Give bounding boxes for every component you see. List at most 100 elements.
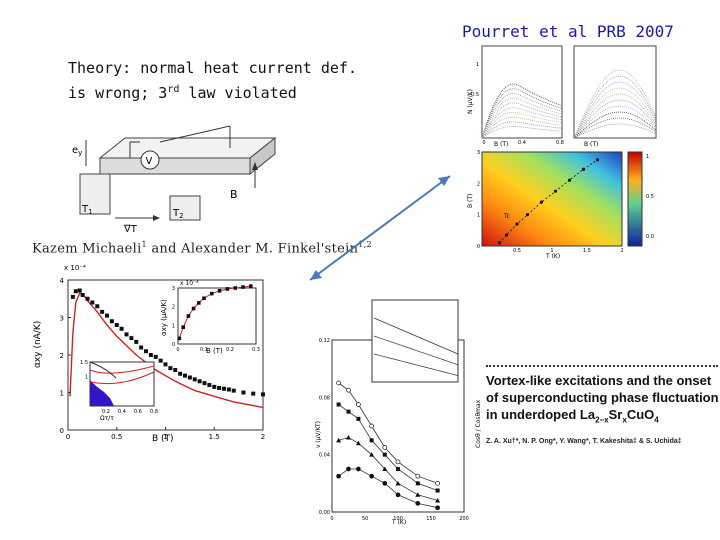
x-tick-label: 0 (66, 433, 70, 441)
nernst-right-curve (573, 87, 657, 139)
nernst-left-curve (481, 97, 563, 139)
data-point (192, 377, 197, 382)
xu-point (336, 402, 341, 407)
inset-x-tick: 0.3 (252, 347, 260, 353)
inset-point (233, 286, 237, 290)
xu-curve (338, 382, 438, 484)
xu-point (395, 459, 401, 465)
data-point (148, 353, 153, 357)
phase-marks: 0.5 1 1.5 2 0 1 2 3 1 0.5 0.0 (477, 150, 654, 254)
phase-y-tick: 0 (477, 244, 480, 250)
y-tick-label: 4 (60, 277, 65, 285)
small-inset-x-tick: 0.6 (134, 409, 142, 415)
data-point (241, 390, 246, 395)
xu-point (369, 473, 374, 479)
x-tick-label: 1 (163, 433, 167, 441)
inset-point (210, 291, 214, 296)
xu-point (415, 492, 421, 497)
xu-y-tick: 0.08 (319, 395, 330, 401)
data-point (73, 289, 78, 294)
data-point (124, 332, 129, 337)
inset-frame (177, 287, 257, 345)
small-inset-x-tick: 0.2 (102, 409, 110, 415)
xu-point (346, 434, 351, 440)
small-inset-y-tick: 1.5 (80, 360, 88, 366)
data-point (85, 296, 90, 301)
phase-point (567, 178, 572, 182)
inset-y-tick: 3 (172, 286, 175, 292)
label-t2: T2 (172, 208, 184, 220)
xu-x-tick: 50 (362, 516, 368, 522)
colorbar-tick: 1 (646, 154, 649, 160)
xu-point (415, 501, 421, 506)
xu-inset-curve (373, 353, 459, 376)
xu-point (356, 402, 361, 407)
data-point (168, 366, 173, 371)
inset-xlabel: B (T) (206, 347, 223, 355)
data-point (77, 288, 82, 293)
article-title-line-3: in underdoped La2−xSrxCuO4 (486, 407, 659, 425)
xu-point (369, 452, 375, 457)
article-title: Vortex-like excitations and the onset of… (486, 372, 720, 429)
xu-x-tick: 0 (330, 516, 333, 522)
theory-line-2-pre: is wrong; 3 (68, 84, 168, 102)
phase-tc-label: Tc (503, 213, 510, 220)
data-point (163, 362, 168, 367)
y-tick-label: 2 (60, 352, 64, 360)
slab-front (99, 157, 251, 175)
alpha-xy-chart: 0 0.5 1 1.5 2 0 1 2 3 4 x 10⁻⁴ αxy (nA/K) B (T) 0… (33, 264, 266, 442)
data-point (261, 392, 265, 397)
data-point (90, 300, 95, 305)
arrow-shaft (309, 175, 451, 281)
author-1-sup: 1 (141, 240, 147, 249)
xu-point (355, 440, 361, 446)
data-point (207, 383, 212, 387)
small-inset-fill (90, 380, 114, 406)
alpha-xy-marks: 0 0.5 1 1.5 2 0 1 2 3 4 (60, 277, 266, 441)
xu-point (336, 473, 341, 479)
xu-inset-frame (371, 299, 459, 383)
data-point (222, 386, 226, 391)
slab-side (249, 136, 276, 176)
data-point (178, 371, 183, 376)
article-divider (486, 365, 718, 367)
theory-curve (69, 292, 264, 409)
phase-x-tick: 0.5 (513, 248, 521, 254)
xu-point (346, 387, 351, 393)
inset-point (217, 289, 222, 293)
data-point (95, 304, 100, 309)
xu-point (336, 380, 341, 386)
inset-y-tick: 1 (172, 323, 175, 329)
xu-y-tick: 0.00 (319, 510, 330, 516)
data-point (226, 387, 231, 392)
nernst-x-tick: 0.4 (518, 140, 526, 146)
xu-y-tick: 0.04 (319, 453, 330, 459)
nernst-right-curve (573, 117, 657, 139)
article-title-line-2: of superconducting phase fluctuation (486, 390, 719, 405)
authors-and: and (146, 241, 182, 257)
data-point (139, 345, 144, 350)
theory-line-2-post: law violated (179, 84, 297, 102)
nernst-xlabel-left: B (T) (494, 141, 508, 148)
nernst-left-curve (481, 126, 563, 139)
data-point (80, 293, 85, 297)
sample-schematic: V B T1 T2 ∇T ey (72, 125, 277, 234)
data-point (114, 323, 119, 327)
colorbar-tick: 0.5 (646, 194, 654, 200)
nernst-x-tick: 0.8 (556, 140, 564, 146)
inset-x-tick: 0.1 (200, 347, 208, 353)
xu-point (369, 438, 374, 443)
label-gradt: ∇T (123, 224, 138, 234)
label-v: V (146, 156, 153, 167)
xu-x-tick: 200 (459, 516, 469, 522)
nernst-left-curve (481, 111, 563, 139)
phase-point (581, 167, 586, 171)
data-point (70, 294, 75, 299)
xu-inset-curve (373, 335, 459, 366)
phase-point (539, 200, 544, 204)
data-point (202, 381, 207, 386)
xu-marks: 0 50 100 150 200 0.12 0.08 0.04 0.00 (319, 317, 469, 522)
inset-point (186, 314, 191, 318)
data-point (231, 388, 236, 393)
grad-arrowhead (153, 215, 160, 221)
